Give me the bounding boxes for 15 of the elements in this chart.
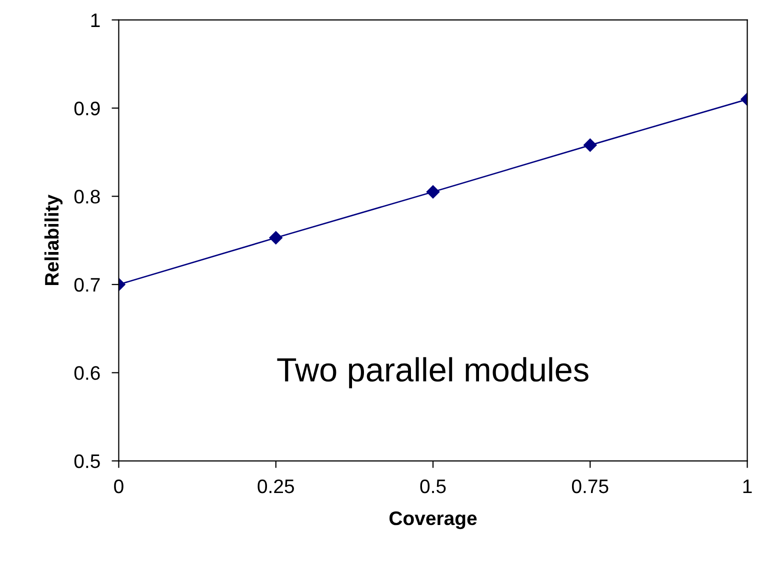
y-axis-title: Reliability: [44, 194, 63, 286]
x-tick-label: 0.5: [420, 479, 446, 494]
point: [426, 185, 440, 198]
y-tick-label: 0.5: [74, 454, 100, 468]
x-tick-label: 0.75: [572, 479, 608, 494]
x-tick-label: 1: [743, 480, 752, 494]
y-tick-label: 0.8: [74, 190, 100, 204]
x-tick-label: 0: [114, 479, 124, 494]
y-tick-label: 0.7: [74, 278, 100, 292]
x-axis-title: Coverage: [390, 511, 477, 530]
x-tick-label: 0.25: [258, 479, 294, 494]
y-tick-label: 1: [91, 14, 100, 27]
y-tick-label: 0.9: [74, 102, 100, 116]
annotation: Two parallel modules: [277, 357, 588, 388]
y-tick-label: 0.6: [74, 366, 100, 380]
